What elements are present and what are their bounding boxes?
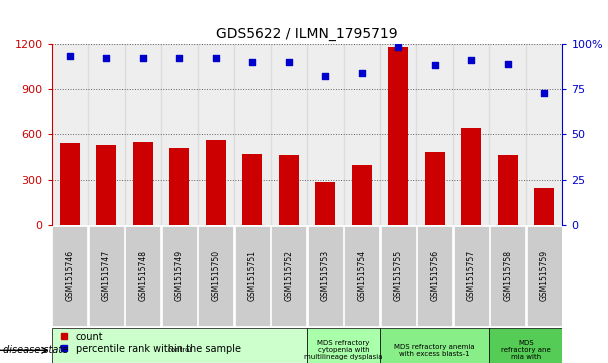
- Bar: [534, 188, 554, 225]
- Text: GSM1515757: GSM1515757: [467, 250, 475, 301]
- Point: [393, 44, 403, 50]
- Text: GSM1515747: GSM1515747: [102, 250, 111, 301]
- FancyBboxPatch shape: [489, 328, 562, 363]
- Text: MDS refractory anemia
with excess blasts-1: MDS refractory anemia with excess blasts…: [395, 344, 475, 357]
- Point: [357, 70, 367, 76]
- Text: control: control: [167, 347, 192, 353]
- Bar: [351, 164, 371, 225]
- Bar: [388, 47, 408, 225]
- Bar: [206, 140, 226, 225]
- FancyBboxPatch shape: [89, 226, 124, 326]
- Point: [247, 59, 257, 65]
- Point: [503, 61, 513, 66]
- Text: disease state: disease state: [3, 345, 68, 355]
- Point: [466, 57, 476, 63]
- Bar: [169, 148, 189, 225]
- Point: [138, 55, 148, 61]
- FancyBboxPatch shape: [307, 328, 380, 363]
- FancyBboxPatch shape: [380, 328, 489, 363]
- FancyBboxPatch shape: [235, 226, 270, 326]
- Point: [430, 62, 440, 68]
- Text: MDS
refractory ane
mia with: MDS refractory ane mia with: [501, 340, 551, 360]
- FancyBboxPatch shape: [381, 226, 416, 326]
- Bar: [52, 44, 88, 225]
- Text: GSM1515759: GSM1515759: [540, 250, 548, 301]
- Bar: [453, 44, 489, 225]
- FancyBboxPatch shape: [417, 226, 452, 326]
- Title: GDS5622 / ILMN_1795719: GDS5622 / ILMN_1795719: [216, 27, 398, 41]
- Bar: [161, 44, 198, 225]
- Point: [539, 90, 549, 95]
- FancyBboxPatch shape: [52, 226, 88, 326]
- Text: GSM1515755: GSM1515755: [394, 250, 402, 301]
- Bar: [271, 44, 307, 225]
- FancyBboxPatch shape: [198, 226, 233, 326]
- FancyBboxPatch shape: [344, 226, 379, 326]
- Text: GSM1515749: GSM1515749: [175, 250, 184, 301]
- Legend: count, percentile rank within the sample: count, percentile rank within the sample: [57, 328, 245, 358]
- Point: [320, 73, 330, 79]
- Text: GSM1515752: GSM1515752: [285, 250, 293, 301]
- Bar: [234, 44, 271, 225]
- Bar: [344, 44, 380, 225]
- Bar: [424, 152, 444, 225]
- Bar: [315, 182, 335, 225]
- Bar: [60, 143, 80, 225]
- FancyBboxPatch shape: [527, 226, 562, 326]
- Bar: [497, 155, 517, 225]
- FancyBboxPatch shape: [271, 226, 306, 326]
- Bar: [461, 128, 481, 225]
- Bar: [133, 142, 153, 225]
- Point: [174, 55, 184, 61]
- Text: MDS refractory
cytopenia with
multilineage dysplasia: MDS refractory cytopenia with multilinea…: [304, 340, 383, 360]
- FancyBboxPatch shape: [162, 226, 197, 326]
- FancyBboxPatch shape: [308, 226, 343, 326]
- FancyBboxPatch shape: [490, 226, 525, 326]
- Text: GSM1515758: GSM1515758: [503, 250, 512, 301]
- Text: GSM1515746: GSM1515746: [66, 250, 74, 301]
- FancyBboxPatch shape: [454, 226, 489, 326]
- Point: [65, 53, 75, 59]
- Text: GSM1515751: GSM1515751: [248, 250, 257, 301]
- Bar: [416, 44, 453, 225]
- Bar: [278, 155, 299, 225]
- Bar: [307, 44, 344, 225]
- Bar: [198, 44, 234, 225]
- Bar: [489, 44, 526, 225]
- Bar: [526, 44, 562, 225]
- Point: [284, 59, 294, 65]
- Text: GSM1515756: GSM1515756: [430, 250, 439, 301]
- Bar: [242, 154, 262, 225]
- Bar: [125, 44, 161, 225]
- FancyBboxPatch shape: [125, 226, 161, 326]
- Point: [102, 55, 111, 61]
- FancyBboxPatch shape: [52, 328, 307, 363]
- Bar: [88, 44, 125, 225]
- Text: GSM1515748: GSM1515748: [139, 250, 147, 301]
- Bar: [96, 145, 116, 225]
- Point: [211, 55, 221, 61]
- Text: GSM1515754: GSM1515754: [358, 250, 366, 301]
- Text: GSM1515753: GSM1515753: [321, 250, 330, 301]
- Bar: [380, 44, 416, 225]
- Text: GSM1515750: GSM1515750: [212, 250, 220, 301]
